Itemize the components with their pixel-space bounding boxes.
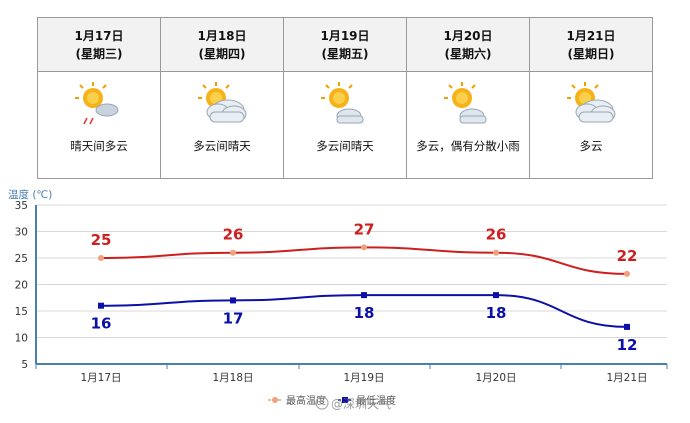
- legend-label: 最低温度: [356, 394, 396, 407]
- day-header: 1月18日 (星期四): [161, 18, 283, 72]
- y-tick-label: 15: [15, 306, 28, 318]
- sun-cloud-icon: [440, 80, 496, 132]
- day-header: 1月17日 (星期三): [38, 18, 160, 72]
- day-date: 1月21日: [566, 28, 616, 43]
- x-tick-label: 1月20日: [475, 372, 516, 384]
- forecast-day: 1月20日 (星期六) 多云，偶有分散小雨: [407, 17, 530, 179]
- day-date: 1月18日: [197, 28, 247, 43]
- forecast-day: 1月17日 (星期三) 晴天间多云: [38, 17, 161, 179]
- sun-cloud-icon: [317, 80, 373, 132]
- day-header: 1月20日 (星期六): [407, 18, 529, 72]
- low-temp-point: [493, 292, 499, 299]
- watermark-text: @深圳天气: [331, 396, 391, 411]
- high-temp-label: 25: [91, 231, 112, 249]
- low-temp-point: [624, 323, 630, 330]
- day-weekday: (星期五): [321, 46, 369, 61]
- day-date: 1月19日: [320, 28, 370, 43]
- day-date: 1月17日: [74, 28, 124, 43]
- high-temp-label: 26: [223, 226, 244, 244]
- low-temp-label: 18: [354, 304, 375, 322]
- y-axis-title: 温度 (℃): [8, 188, 52, 201]
- day-weekday: (星期日): [567, 46, 615, 61]
- weather-description: 晴天间多云: [70, 139, 128, 153]
- x-tick-label: 1月18日: [212, 372, 253, 384]
- cloud-sun-icon: [194, 80, 250, 132]
- forecast-day: 1月19日 (星期五) 多云间晴天: [284, 17, 407, 179]
- day-weekday: (星期三): [75, 46, 123, 61]
- high-temp-point: [624, 270, 630, 277]
- weather-description: 多云间晴天: [316, 139, 374, 153]
- high-temp-label: 26: [486, 226, 507, 244]
- high-temperature-line: [100, 246, 628, 275]
- x-tick-label: 1月17日: [80, 372, 121, 384]
- y-tick-label: 35: [15, 200, 28, 212]
- y-tick-label: 30: [15, 227, 28, 239]
- x-tick-label: 1月19日: [343, 372, 384, 384]
- forecast-day: 1月18日 (星期四) 多云间晴天: [161, 17, 284, 179]
- forecast-day: 1月21日 (星期日) 多云: [530, 17, 653, 179]
- forecast-table: 1月17日 (星期三) 晴天间多云 1月18日 (星期四) 多云间晴天 1月19…: [37, 17, 653, 179]
- day-weekday: (星期六): [444, 46, 492, 61]
- day-weekday: (星期四): [198, 46, 246, 61]
- day-header: 1月21日 (星期日): [530, 18, 652, 72]
- y-tick-label: 5: [21, 359, 28, 371]
- low-temp-label: 16: [91, 315, 112, 333]
- legend-marker: [272, 397, 278, 403]
- day-header: 1月19日 (星期五): [284, 18, 406, 72]
- low-temp-label: 12: [617, 336, 638, 354]
- low-temp-point: [230, 297, 236, 304]
- low-temp-label: 18: [486, 304, 507, 322]
- day-date: 1月20日: [443, 28, 493, 43]
- low-temp-point: [361, 292, 367, 299]
- weather-description: 多云间晴天: [193, 139, 251, 153]
- low-temp-point: [98, 302, 104, 309]
- high-temp-point: [361, 244, 367, 251]
- legend-marker: [342, 397, 348, 403]
- cloud-sun-icon: [563, 80, 619, 132]
- high-temp-label: 22: [617, 247, 638, 265]
- high-temp-point: [493, 249, 499, 256]
- y-tick-label: 10: [15, 333, 28, 345]
- y-tick-label: 20: [15, 280, 28, 292]
- x-tick-label: 1月21日: [606, 372, 647, 384]
- y-tick-label: 25: [15, 253, 28, 265]
- watermark-logo: [315, 396, 329, 410]
- sun-cloud-rain-icon: [71, 80, 127, 132]
- weather-description: 多云: [579, 139, 603, 153]
- high-temp-label: 27: [354, 220, 375, 238]
- high-temp-point: [98, 255, 104, 261]
- low-temp-label: 17: [223, 309, 244, 327]
- weather-description: 多云，偶有分散小雨: [416, 139, 520, 153]
- high-temp-point: [230, 249, 236, 256]
- legend-label: 最高温度: [286, 394, 326, 407]
